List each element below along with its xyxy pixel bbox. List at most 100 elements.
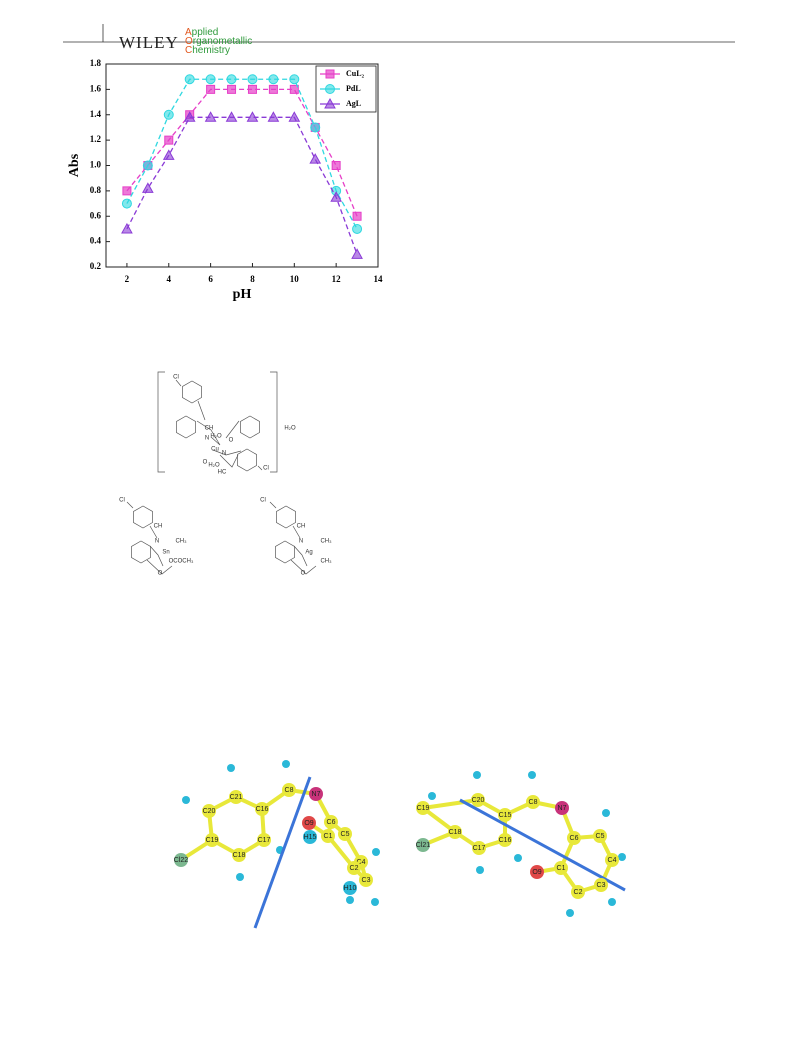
x-tick-label: 12: [332, 274, 342, 284]
atom: [605, 853, 619, 867]
atom: [416, 838, 430, 852]
atom: [530, 865, 544, 879]
y-tick-label: 0.6: [90, 210, 102, 220]
atom: [229, 790, 243, 804]
hydrogen: [566, 909, 574, 917]
x-tick-label: 10: [290, 274, 300, 284]
atom-label: N7: [558, 805, 567, 812]
y-tick-label: 1.6: [90, 83, 102, 93]
structure-label: N: [222, 451, 226, 457]
hydrogen: [473, 771, 481, 779]
y-axis-label: Abs: [67, 153, 82, 177]
ring: [240, 415, 260, 439]
legend-box: [315, 65, 377, 113]
atom-label: C18: [449, 829, 462, 836]
atom: [416, 801, 430, 815]
marker: [331, 161, 341, 170]
bond: [292, 525, 301, 539]
legend-marker: [325, 69, 335, 79]
structure-label: H₂O: [210, 434, 222, 440]
atom-label: C20: [472, 797, 485, 804]
marker: [121, 198, 132, 209]
marker: [351, 248, 363, 259]
atom-label: C21: [230, 794, 243, 801]
y-tick-label: 0.8: [90, 185, 102, 195]
atom-label: O9: [304, 820, 313, 827]
journal-line: Chemistry: [185, 45, 231, 56]
atom-label: C17: [258, 837, 271, 844]
atom: [309, 787, 323, 801]
bond: [219, 454, 239, 468]
structure-label: O: [158, 571, 163, 577]
legend-marker: [324, 97, 336, 109]
structure-label: N: [205, 436, 209, 442]
x-axis-label: pH: [233, 287, 252, 302]
atom: [205, 833, 219, 847]
atom: [343, 881, 357, 895]
structure-label: HC: [218, 470, 227, 476]
marker: [225, 111, 238, 122]
structure-label: Sn: [162, 550, 169, 556]
hydrogen: [182, 796, 190, 804]
hydrogen: [528, 771, 536, 779]
atom-label: Cl22: [174, 857, 189, 864]
atom-label: C2: [350, 865, 359, 872]
marker: [184, 74, 195, 85]
atom-label: Cl21: [416, 842, 431, 849]
atom: [255, 802, 269, 816]
marker: [267, 111, 280, 122]
atom-label: C8: [285, 787, 294, 794]
atom: [324, 815, 338, 829]
atom-bond: [422, 798, 479, 810]
hydrogen: [602, 809, 610, 817]
marker: [352, 211, 362, 221]
y-tick-label: 1.2: [90, 134, 102, 144]
atom: [593, 829, 607, 843]
atom-label: C1: [324, 833, 333, 840]
structure-label: O: [229, 438, 234, 444]
marker: [142, 160, 153, 171]
atom-label: C3: [597, 882, 606, 889]
atom-label: C18: [233, 852, 246, 859]
structure-label: CH₃: [175, 539, 187, 545]
y-tick-label: 0.2: [90, 261, 102, 271]
hydrogen: [476, 866, 484, 874]
series-line: [126, 116, 358, 255]
atom-label: C15: [499, 812, 512, 819]
atom-label: O9: [532, 869, 541, 876]
atom-label: C17: [473, 845, 486, 852]
marker: [268, 74, 279, 85]
bond: [270, 371, 278, 473]
marker: [247, 74, 258, 85]
atom-label: C3: [362, 877, 371, 884]
publisher: WILEY: [119, 33, 179, 52]
structure-label: H₂O: [284, 426, 296, 432]
ring: [275, 540, 295, 564]
atom-label: H15: [304, 834, 317, 841]
structure-label: CH: [154, 524, 163, 530]
hydrogen: [608, 898, 616, 906]
ring: [176, 415, 196, 439]
atom: [554, 861, 568, 875]
atom: [174, 853, 188, 867]
atom-label: C16: [256, 806, 269, 813]
series-line: [126, 78, 358, 230]
structure-label: Ag: [305, 550, 312, 556]
axis-arrow: [459, 798, 626, 892]
atom-label: C20: [203, 808, 216, 815]
atom: [526, 795, 540, 809]
structure-label: O: [301, 571, 306, 577]
marker: [268, 84, 278, 94]
marker: [330, 191, 343, 202]
atom: [448, 825, 462, 839]
atom: [498, 808, 512, 822]
bond: [126, 501, 134, 509]
bond: [149, 525, 158, 539]
bond: [157, 371, 165, 473]
structure-label: CH: [297, 524, 306, 530]
marker: [309, 153, 322, 164]
x-tick-label: 8: [250, 274, 255, 284]
bond: [196, 420, 221, 446]
